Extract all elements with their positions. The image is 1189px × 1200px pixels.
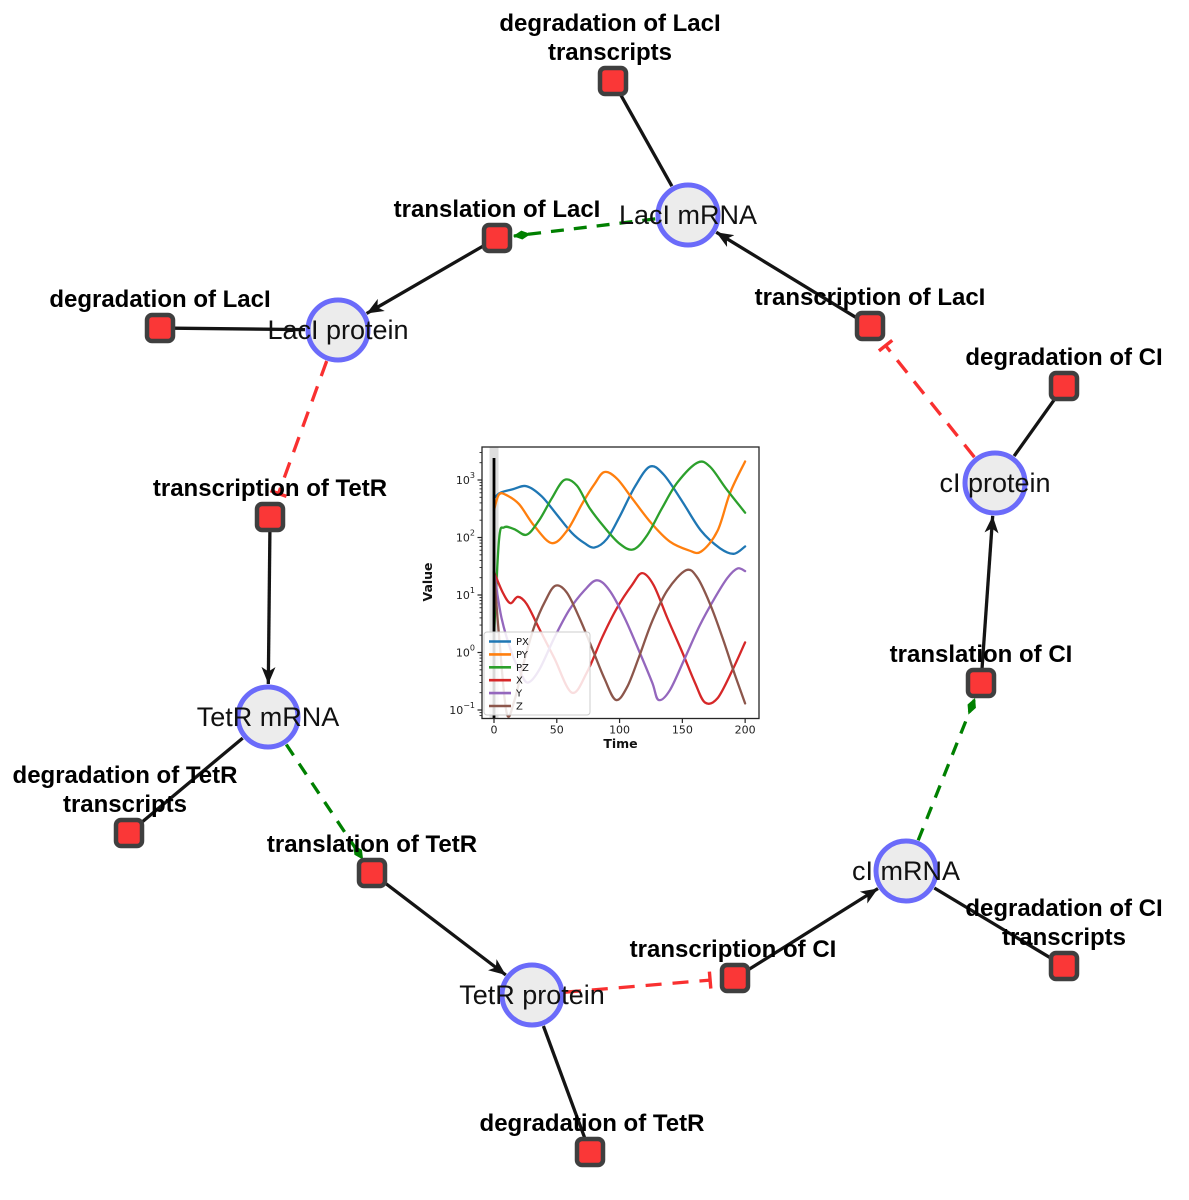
reaction-node-deg_tetr_tx (113, 817, 145, 849)
y-tick-label: 10−1 (449, 701, 475, 717)
y-axis-label: Value (420, 562, 435, 601)
edge-plain-tetr_protein-to-deg_tetr (541, 1025, 587, 1140)
x-axis-label: Time (603, 736, 637, 751)
edge-inhibit-ci_protein-to-txn_laci (877, 338, 976, 459)
species-label-tetr_mrna: TetR mRNA (197, 702, 340, 732)
species-node-tetr_protein (499, 962, 565, 1028)
nodes-layer (113, 65, 1080, 1168)
species-node-ci_mrna (873, 838, 939, 904)
reaction-label-transl_laci: translation of LacI (394, 196, 601, 223)
legend-label-X: X (516, 676, 523, 687)
x-tick-label: 50 (550, 724, 564, 737)
legend-label-PZ: PZ (516, 663, 529, 674)
x-tick-label: 100 (609, 724, 630, 737)
reaction-label-deg_ci: degradation of CI (965, 344, 1162, 371)
reaction-node-deg_tetr (574, 1136, 606, 1168)
reaction-label-txn_laci: transcription of LacI (755, 284, 986, 311)
reaction-node-transl_tetr (356, 857, 388, 889)
y-tick-label: 101 (456, 586, 475, 602)
edge-produce-transl_ci-to-ci_protein (980, 515, 999, 670)
species-label-tetr_protein: TetR protein (459, 980, 605, 1010)
edge-produce-transl_laci-to-laci_protein (365, 243, 486, 315)
edge-inhibit-tetr_protein-to-txn_ci (564, 971, 713, 994)
reaction-label-deg_laci: degradation of LacI (49, 286, 270, 313)
reaction-node-deg_ci (1048, 370, 1080, 402)
edge-plain-laci_protein-to-deg_laci (173, 326, 306, 332)
y-tick-label: 102 (456, 529, 475, 545)
edge-produce-txn_laci-to-laci_mrna (715, 230, 859, 321)
edge-produce-txn_ci-to-ci_mrna (746, 887, 879, 972)
reaction-label-transl_ci: translation of CI (890, 641, 1073, 668)
edges-layer (138, 92, 1058, 1140)
x-tick-label: 0 (491, 724, 498, 737)
legend-label-PX: PX (516, 637, 529, 648)
species-label-laci_protein: LacI protein (267, 315, 408, 345)
species-label-laci_mrna: LacI mRNA (619, 200, 757, 230)
legend-label-Y: Y (515, 689, 523, 700)
reaction-node-deg_ci_tx (1048, 950, 1080, 982)
reaction-label-deg_ci_tx: degradation of CI transcripts (965, 895, 1162, 951)
reaction-node-txn_laci (854, 310, 886, 342)
reaction-node-transl_laci (481, 222, 513, 254)
species-node-laci_protein (305, 297, 371, 363)
y-tick-label: 103 (456, 471, 475, 487)
chart-axes-layer: 0 50 100 150 200 103 102 101 100 10−1 Time Value (420, 446, 760, 751)
reaction-label-deg_tetr: degradation of TetR (480, 1110, 705, 1137)
edge-plain-ci_protein-to-deg_ci (1012, 396, 1058, 458)
reaction-label-deg_tetr_tx: degradation of TetR transcripts (13, 762, 238, 818)
edge-plain-tetr_mrna-to-deg_tetr_tx (138, 736, 244, 826)
reaction-node-deg_laci (144, 312, 176, 344)
reaction-label-txn_ci: transcription of CI (630, 936, 837, 963)
reaction-node-transl_ci (965, 667, 997, 699)
edge-plain-ci_mrna-to-deg_ci_tx (933, 886, 1053, 961)
reaction-node-deg_laci_tx (597, 65, 629, 97)
species-node-ci_protein (962, 450, 1028, 516)
legend-box (483, 631, 591, 716)
edge-catalysis-ci_mrna-to-transl_ci (916, 697, 977, 841)
y-tick-label: 100 (456, 644, 475, 660)
reaction-label-transl_tetr: translation of TetR (267, 831, 477, 858)
edge-inhibit-laci_protein-to-txn_tetr (269, 360, 329, 499)
chart-series-PZ (492, 460, 747, 637)
species-label-ci_protein: cI protein (939, 468, 1050, 498)
species-node-laci_mrna (655, 182, 721, 248)
chart-series-X (492, 570, 747, 705)
reaction-node-txn_tetr (254, 501, 286, 533)
species-label-ci_mrna: cI mRNA (852, 856, 960, 886)
reaction-label-txn_tetr: transcription of TetR (153, 475, 387, 502)
edge-produce-txn_tetr-to-tetr_mrna (261, 530, 276, 685)
chart-inset: 0 50 100 150 200 103 102 101 100 10−1 Time Value PX… (420, 446, 760, 751)
legend-label-PY: PY (516, 650, 529, 661)
x-tick-label: 200 (735, 724, 756, 737)
chart-series-PY (492, 460, 747, 555)
species-node-tetr_mrna (235, 684, 301, 750)
edge-catalysis-laci_mrna-to-transl_laci (512, 217, 656, 240)
reaction-label-deg_laci_tx: degradation of LacI transcripts (499, 10, 720, 66)
chart-series-PX (492, 465, 747, 555)
x-tick-label: 150 (672, 724, 693, 737)
legend-label-Z: Z (516, 702, 523, 713)
chart-plot-border (481, 446, 760, 720)
edge-produce-transl_tetr-to-tetr_protein (382, 880, 507, 977)
labels-layer: LacI mRNA LacI protein cI protein TetR mRNA… (13, 10, 1163, 1137)
reaction-node-txn_ci (719, 962, 751, 994)
chart-legend: PX PY PZ XYZ (483, 631, 591, 716)
edge-plain-laci_mrna-to-deg_laci_tx (618, 92, 674, 188)
